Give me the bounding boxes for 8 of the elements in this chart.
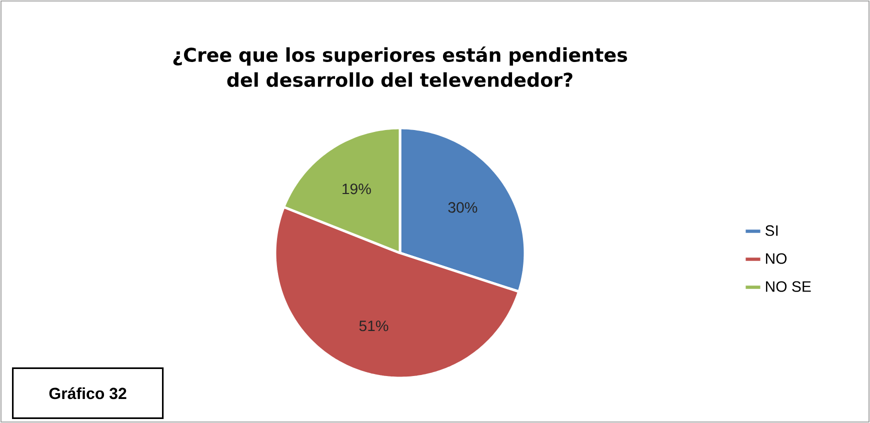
- data-label: 19%: [342, 184, 371, 194]
- legend-label: NO SE: [766, 281, 811, 292]
- legend-label: SI: [765, 225, 778, 236]
- data-label: 51%: [359, 320, 388, 332]
- data-label: 30%: [448, 202, 478, 213]
- text: Gráfico 32: [49, 387, 126, 400]
- chart-title: ¿Cree que los superiores están pendientes del desarrollo del televendedor?: [173, 46, 628, 87]
- legend-label: NO: [766, 253, 787, 264]
